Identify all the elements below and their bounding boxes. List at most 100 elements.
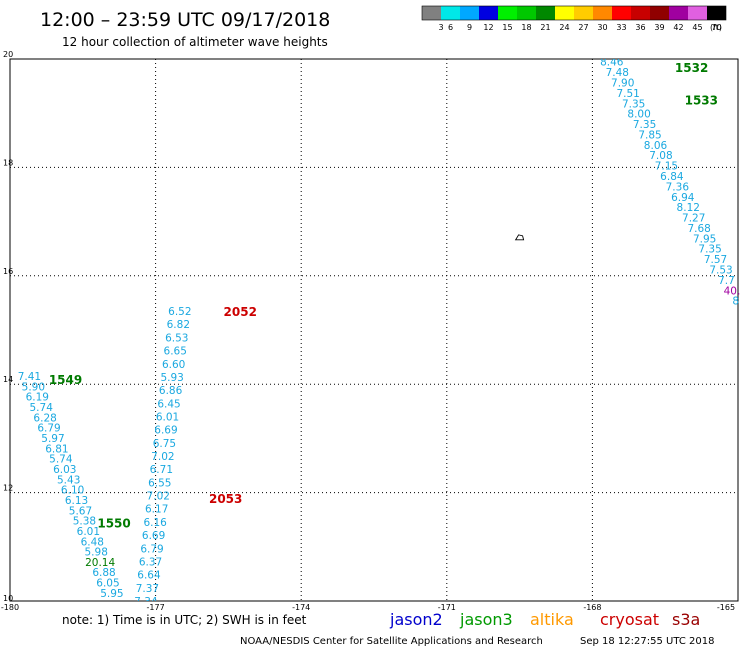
lon-tick-label: -177: [147, 603, 165, 612]
lon-tick-label: -168: [583, 603, 601, 612]
wave-height-value: 6.79: [37, 423, 60, 435]
wave-height-value: 6.10: [61, 485, 84, 497]
wave-height-value: 6.84: [660, 171, 684, 183]
legend-label: 42: [673, 23, 683, 32]
wave-height-value: 6.65: [164, 346, 187, 358]
wave-height-value: 6.52: [168, 306, 191, 318]
wave-height-value: 8.46: [600, 57, 624, 69]
wave-height-value: 7.35: [633, 119, 656, 131]
legend-label: 36: [635, 23, 645, 32]
wave-height-value: 7.02: [151, 451, 174, 463]
wave-height-value: 6.37: [139, 556, 162, 568]
satellite-name: jason2: [389, 610, 443, 629]
wave-height-value: 6.75: [153, 438, 176, 450]
chart-title: 12:00 – 23:59 UTC 09/17/2018: [40, 9, 330, 31]
island-marker-icon: [514, 234, 525, 241]
legend-swatch: [422, 6, 441, 20]
lon-tick-label: -174: [292, 603, 310, 612]
wave-height-value: 40.: [724, 285, 740, 297]
lon-tick-label: -165: [717, 603, 735, 612]
wave-height-value: 5.90: [22, 381, 45, 393]
wave-height-value: 7.02: [147, 491, 170, 503]
wave-height-value: 7.95: [693, 233, 716, 245]
wave-height-value: 7.48: [606, 67, 629, 79]
wave-height-value: 7.53: [709, 264, 732, 276]
wave-height-value: 7.57: [704, 254, 727, 266]
wave-height-value: 7.35: [698, 244, 721, 256]
credit-text: NOAA/NESDIS Center for Satellite Applica…: [240, 636, 543, 647]
legend-label: 21: [540, 23, 550, 32]
legend-swatch: [498, 6, 517, 20]
legend-label: 70: [711, 23, 721, 32]
lat-tick-label: 18: [3, 158, 13, 167]
lon-tick-label: -180: [1, 603, 19, 612]
wave-height-value: 7.37: [136, 583, 159, 595]
pass-time-label: 2052: [224, 305, 257, 319]
wave-height-value: 5.74: [49, 454, 73, 466]
wave-height-value: 8.: [732, 296, 740, 308]
wave-height-value: 7.08: [649, 150, 672, 162]
wave-height-value: 5.67: [69, 505, 92, 517]
map-frame: [9, 58, 739, 602]
wave-height-value: 6.79: [140, 543, 163, 555]
legend-unit: (ft): [710, 23, 722, 32]
wave-height-legend: 6 9 12 15 18 21 24 27 30 33 36 39 42 45 70 3 (ft): [421, 5, 727, 32]
legend-label: 12: [483, 23, 493, 32]
wave-height-value: 6.81: [45, 443, 68, 455]
wave-height-value: 8.12: [677, 202, 700, 214]
satellite-name: cryosat: [600, 610, 659, 629]
wave-height-value: 6.53: [165, 332, 188, 344]
wave-height-value: 7.35: [622, 98, 645, 110]
island-outline: [514, 234, 525, 241]
lon-tick-label: -171: [438, 603, 456, 612]
chart-subtitle: 12 hour collection of altimeter wave hei…: [62, 35, 328, 49]
legend-swatch: [574, 6, 593, 20]
wave-height-value: 6.86: [159, 385, 183, 397]
wave-height-value: 7.7: [718, 275, 735, 287]
wave-height-value: 7.90: [611, 77, 634, 89]
pass-time-label: 2053: [209, 492, 242, 506]
wave-height-value: 6.45: [157, 398, 180, 410]
wave-height-value: 6.28: [33, 412, 56, 424]
legend-label: 39: [654, 23, 664, 32]
lat-tick-label: 20: [3, 50, 13, 59]
legend-label: 6: [448, 23, 453, 32]
pass-time-label: 1533: [685, 94, 718, 108]
wave-height-value: 6.60: [162, 359, 185, 371]
pass-time-labels: 1532 1533 1549 1550 2052 2053: [49, 61, 718, 530]
timestamp-text: Sep 18 12:27:55 UTC 2018: [580, 636, 714, 647]
legend-label: 9: [467, 23, 472, 32]
legend-swatch: [650, 6, 669, 20]
legend-swatch: [460, 6, 479, 20]
wave-height-value: 5.98: [85, 547, 108, 559]
wave-height-value: 6.03: [53, 464, 76, 476]
legend-label: 15: [502, 23, 512, 32]
wave-height-value: 5.97: [41, 433, 64, 445]
legend-swatch: [555, 6, 574, 20]
altimeter-tracks: 7.415.906.195.746.286.795.976.815.746.03…: [18, 57, 740, 601]
legend-swatch: [612, 6, 631, 20]
wave-height-value: 8.06: [644, 140, 668, 152]
legend-label: 3: [438, 23, 443, 32]
pass-time-label: 1549: [49, 373, 82, 387]
pass-time-label: 1550: [97, 516, 130, 530]
wave-height-value: 5.93: [160, 372, 183, 384]
legend-label: 30: [597, 23, 607, 32]
wave-height-value: 6.69: [154, 425, 177, 437]
legend-label: 27: [578, 23, 588, 32]
wave-height-value: 7.68: [687, 223, 710, 235]
wave-height-value: 7.41: [18, 371, 41, 383]
legend-swatch: [707, 6, 726, 20]
lat-tick-label: 16: [3, 267, 13, 276]
legend-label: 33: [616, 23, 626, 32]
axis-tick-labels: -180 -177 -174 -171 -168 -165 10 12 14 16 18 20: [1, 50, 735, 612]
legend-label: 45: [692, 23, 702, 32]
wave-height-value: 5.95: [100, 588, 123, 600]
wave-height-value: 6.01: [77, 526, 100, 538]
wave-height-value: 6.05: [96, 578, 119, 590]
wave-height-value: 7.15: [655, 161, 678, 173]
satellite-name: s3a: [672, 610, 700, 629]
legend-swatch: [669, 6, 688, 20]
wave-height-value: 7.36: [666, 181, 690, 193]
